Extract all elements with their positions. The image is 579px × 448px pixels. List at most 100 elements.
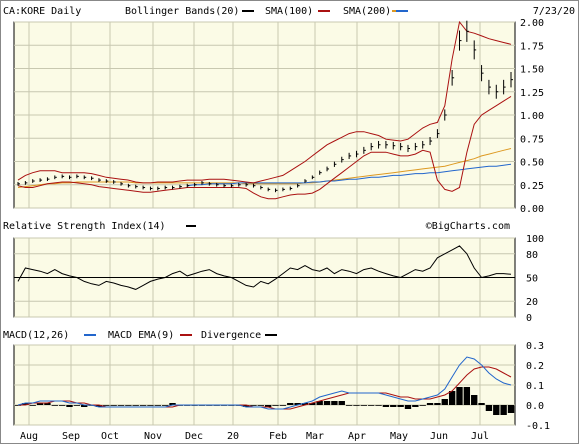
rsi-label: Relative Strength Index(14) — [3, 221, 166, 232]
divergence-bar — [29, 405, 36, 406]
price-tick-label: 0.00 — [520, 204, 544, 215]
divergence-bar — [161, 405, 169, 406]
divergence-bar — [125, 405, 132, 406]
rsi-series — [17, 245, 512, 290]
divergence-bar — [132, 405, 139, 406]
divergence-bar — [485, 405, 493, 411]
divergence-bar — [242, 405, 250, 407]
price-tick-label: 1.50 — [520, 65, 544, 76]
price-tick-label: 2.00 — [520, 18, 544, 29]
rsi-tick-label: 20 — [526, 297, 538, 308]
blue-sma-line — [187, 163, 512, 187]
divergence-bar — [463, 387, 471, 405]
divergence-bar — [316, 401, 323, 405]
sma200-line — [17, 148, 512, 188]
price-tick-label: 1.75 — [520, 41, 544, 52]
divergence-bar — [493, 405, 500, 415]
macd-legend-label: MACD EMA(9) — [108, 330, 174, 341]
divergence-bar — [257, 405, 264, 406]
divergence-bar — [301, 403, 309, 405]
rsi-line — [17, 245, 512, 290]
macd-signal-line — [18, 366, 512, 410]
divergence-bar — [287, 403, 294, 405]
divergence-bar — [66, 405, 73, 407]
divergence-bar — [404, 405, 412, 409]
rsi-tick-label: 80 — [526, 250, 538, 261]
divergence-bar — [353, 405, 360, 406]
macd-series — [14, 356, 515, 415]
bollinger-lower-line — [17, 95, 512, 200]
divergence-bar — [73, 405, 81, 406]
price-tick-label: 1.25 — [520, 88, 544, 99]
divergence-bar — [147, 405, 154, 406]
rsi-tick-label: 0 — [526, 313, 532, 324]
divergence-bar — [382, 405, 390, 407]
rsi-tick-label: 50 — [526, 274, 538, 285]
price-tick-label: 0.25 — [520, 181, 544, 192]
price-tick-label: 0.50 — [520, 158, 544, 169]
price-legend-label: SMA(200) — [343, 6, 391, 17]
macd-tick-label: -0.1 — [526, 421, 550, 432]
divergence-bar — [375, 405, 382, 406]
divergence-bar — [294, 403, 301, 405]
divergence-bar — [434, 403, 441, 405]
price-panel: 2.00 1.75 1.50 1.25 1.00 0.75 0.50 0.25 0.00 CA:… — [3, 6, 575, 215]
macd-tick-label: 0.2 — [526, 361, 544, 372]
divergence-bar — [345, 405, 353, 406]
divergence-bar — [397, 405, 404, 407]
divergence-bar — [110, 405, 117, 406]
divergence-bar — [117, 405, 125, 406]
x-axis-label: 20 — [227, 431, 239, 442]
divergence-bar — [368, 405, 375, 406]
chart-date: 7/23/20 — [533, 6, 575, 17]
divergence-bar — [51, 405, 58, 406]
macd-tick-label: 0.0 — [526, 401, 544, 412]
divergence-bar — [95, 405, 103, 407]
divergence-bar — [279, 405, 287, 406]
divergence-bar — [360, 405, 368, 406]
divergence-bar — [309, 403, 316, 405]
divergence-bar — [81, 405, 88, 407]
x-axis-label: Dec — [185, 431, 203, 442]
x-axis-label: Oct — [101, 431, 119, 442]
divergence-bar — [250, 405, 257, 406]
divergence-bar — [441, 399, 448, 405]
x-axis-label: May — [390, 431, 408, 442]
macd-legend: MACD(12,26) MACD EMA(9) Divergence — [3, 330, 277, 341]
macd-tick-label: 0.1 — [526, 381, 544, 392]
price-tick-labels: 2.00 1.75 1.50 1.25 1.00 0.75 0.50 0.25 0.00 — [520, 18, 544, 215]
divergence-bar — [390, 405, 397, 407]
divergence-bar — [154, 405, 161, 406]
x-axis-labels: Aug Sep Oct Nov Dec 20 Feb Mar Apr May Jun Jul — [20, 431, 489, 442]
macd-legend-label: Divergence — [201, 330, 261, 341]
macd-legend-label: MACD(12,26) — [3, 330, 69, 341]
divergence-bar — [426, 403, 434, 405]
price-tick-label: 0.75 — [520, 134, 544, 145]
divergence-bar — [500, 405, 507, 415]
divergence-bar — [331, 401, 338, 405]
divergence-bar — [44, 403, 51, 405]
watermark: ©BigCharts.com — [426, 221, 510, 232]
price-legend: Bollinger Bands(20) SMA(100) SMA(200) — [125, 6, 408, 17]
x-axis-label: Jun — [430, 431, 448, 442]
x-axis-label: Nov — [144, 431, 162, 442]
macd-line — [17, 356, 512, 410]
divergence-bar — [169, 403, 176, 405]
divergence-bar — [36, 403, 44, 405]
divergence-bar — [456, 387, 463, 405]
price-legend-label: SMA(100) — [265, 6, 313, 17]
bollinger-upper-line — [17, 20, 512, 184]
x-axis-label: Feb — [269, 431, 287, 442]
divergence-bar — [471, 395, 478, 405]
divergence-bar — [139, 405, 147, 406]
divergence-bar — [507, 405, 515, 413]
divergence-bar — [103, 405, 110, 406]
divergence-bar — [22, 403, 29, 405]
x-axis-label: Jul — [471, 431, 489, 442]
divergence-bar — [412, 405, 419, 407]
rsi-tick-label: 100 — [526, 234, 544, 245]
x-axis-label: Sep — [62, 431, 80, 442]
macd-panel: MACD(12,26) MACD EMA(9) Divergence 0.30.20… — [3, 330, 550, 432]
